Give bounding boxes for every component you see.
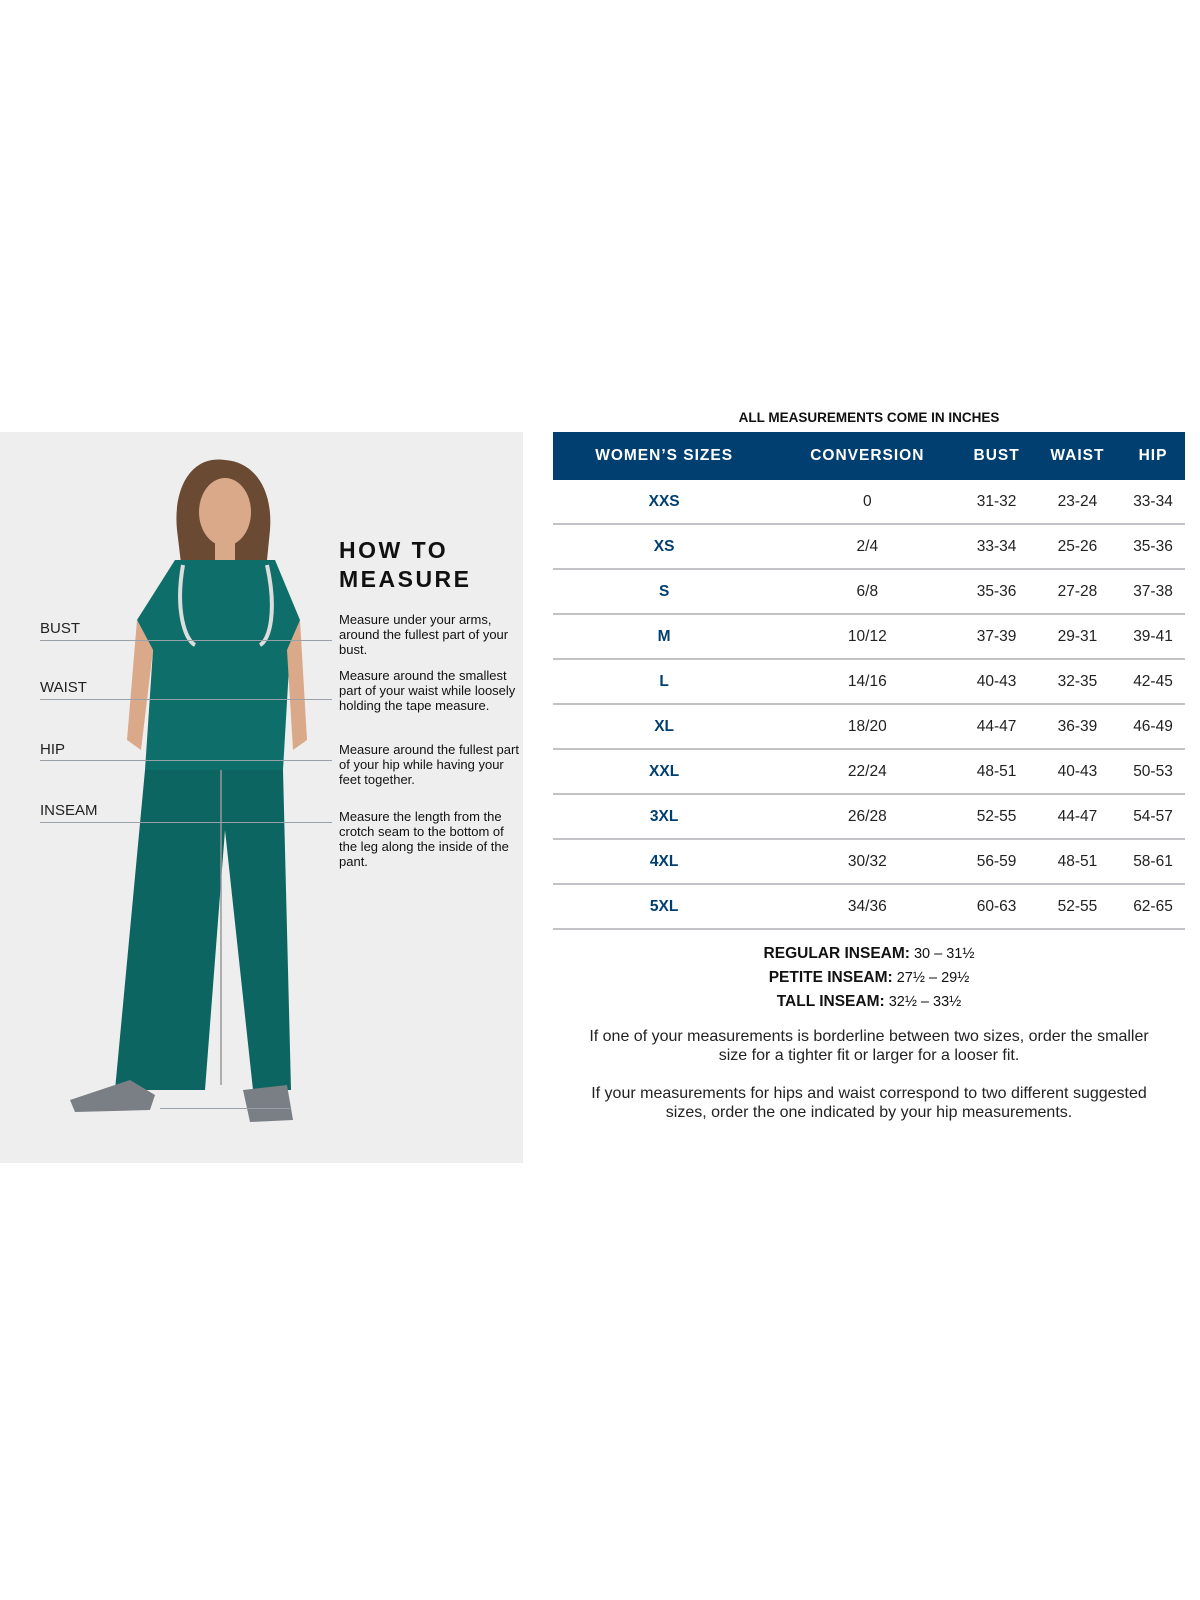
model-in-scrubs-image xyxy=(70,459,307,1122)
bust-line xyxy=(40,640,332,641)
measurement-cell: 2/4 xyxy=(775,524,960,570)
waist-label: WAIST xyxy=(40,679,87,696)
measurement-cell: 42-45 xyxy=(1121,659,1185,705)
inseam-line xyxy=(40,822,332,823)
column-header: HIP xyxy=(1121,432,1185,480)
measurement-cell: 27-28 xyxy=(1033,569,1122,615)
measurement-cell: 18/20 xyxy=(775,704,960,750)
measurement-cell: 54-57 xyxy=(1121,794,1185,840)
heading-line-1: HOW TO xyxy=(339,537,449,563)
table-row: XXL 22/24 48-51 40-43 50-53 xyxy=(553,749,1185,795)
measurement-cell: 29-31 xyxy=(1033,614,1122,660)
measurement-cell: 52-55 xyxy=(1033,884,1122,930)
how-to-measure-heading: HOW TO MEASURE xyxy=(339,536,472,594)
borderline-note: If one of your measurements is borderlin… xyxy=(589,1028,1149,1064)
measurement-cell: 52-55 xyxy=(959,794,1034,840)
measurement-cell: 23-24 xyxy=(1033,480,1122,525)
measurement-cell: 34/36 xyxy=(775,884,960,930)
measurement-cell: 0 xyxy=(775,480,960,525)
size-cell: L xyxy=(553,659,776,705)
inseam-label: PETITE INSEAM: xyxy=(768,969,893,986)
size-cell: 5XL xyxy=(553,884,776,930)
table-row: 3XL 26/28 52-55 44-47 54-57 xyxy=(553,794,1185,840)
size-cell: S xyxy=(553,569,776,615)
inseam-value: 30 – 31½ xyxy=(913,946,975,962)
column-header: WAIST xyxy=(1033,432,1122,480)
hip-description: Measure around the fullest part of your … xyxy=(339,742,519,787)
hip-waist-note: If your measurements for hips and waist … xyxy=(591,1085,1147,1121)
table-row: XL 18/20 44-47 36-39 46-49 xyxy=(553,704,1185,750)
table-header-row: WOMEN’S SIZES CONVERSION BUST WAIST HIP xyxy=(553,432,1185,480)
measurement-cell: 62-65 xyxy=(1121,884,1185,930)
size-cell: XXS xyxy=(553,480,776,525)
measurement-cell: 33-34 xyxy=(1121,480,1185,525)
bust-description: Measure under your arms, around the full… xyxy=(339,612,509,657)
waist-description: Measure around the smallest part of your… xyxy=(339,668,516,713)
measurement-cell: 46-49 xyxy=(1121,704,1185,750)
measurement-cell: 10/12 xyxy=(775,614,960,660)
measurement-cell: 48-51 xyxy=(959,749,1034,795)
bust-label: BUST xyxy=(40,620,81,637)
measurement-cell: 58-61 xyxy=(1121,839,1185,885)
table-row: S 6/8 35-36 27-28 37-38 xyxy=(553,569,1185,615)
heading-line-2: MEASURE xyxy=(339,566,472,592)
measurement-cell: 36-39 xyxy=(1033,704,1122,750)
table-title: ALL MEASUREMENTS COME IN INCHES xyxy=(738,410,1000,425)
measurement-cell: 44-47 xyxy=(959,704,1034,750)
table-row: XXS 0 31-32 23-24 33-34 xyxy=(553,480,1185,525)
measurement-cell: 6/8 xyxy=(775,569,960,615)
regular-inseam: REGULAR INSEAM: 30 – 31½ xyxy=(553,945,1185,963)
waist-line xyxy=(40,699,332,700)
tall-inseam: TALL INSEAM: 32½ – 33½ xyxy=(553,993,1185,1011)
size-cell: XL xyxy=(553,704,776,750)
measurement-cell: 37-38 xyxy=(1121,569,1185,615)
inseam-description: Measure the length from the crotch seam … xyxy=(339,809,509,869)
column-header: WOMEN’S SIZES xyxy=(553,432,776,480)
measurement-cell: 40-43 xyxy=(1033,749,1122,795)
hip-label: HIP xyxy=(40,741,66,758)
measurement-cell: 33-34 xyxy=(959,524,1034,570)
inseam-value: 32½ – 33½ xyxy=(888,994,962,1010)
column-header: BUST xyxy=(959,432,1034,480)
size-cell: M xyxy=(553,614,776,660)
measurement-cell: 56-59 xyxy=(959,839,1034,885)
measurement-cell: 22/24 xyxy=(775,749,960,795)
table-row: 4XL 30/32 56-59 48-51 58-61 xyxy=(553,839,1185,885)
inseam-label: INSEAM xyxy=(40,802,98,819)
table-row: M 10/12 37-39 29-31 39-41 xyxy=(553,614,1185,660)
size-cell: XS xyxy=(553,524,776,570)
measurement-cell: 31-32 xyxy=(959,480,1034,525)
measurement-cell: 50-53 xyxy=(1121,749,1185,795)
size-chart-table: WOMEN’S SIZES CONVERSION BUST WAIST HIP … xyxy=(553,432,1185,930)
measurement-cell: 60-63 xyxy=(959,884,1034,930)
inseam-label: TALL INSEAM: xyxy=(776,993,885,1010)
measurement-cell: 32-35 xyxy=(1033,659,1122,705)
measurement-cell: 35-36 xyxy=(959,569,1034,615)
table-row: 5XL 34/36 60-63 52-55 62-65 xyxy=(553,884,1185,930)
size-cell: 4XL xyxy=(553,839,776,885)
measurement-cell: 44-47 xyxy=(1033,794,1122,840)
measurement-cell: 30/32 xyxy=(775,839,960,885)
measurement-cell: 40-43 xyxy=(959,659,1034,705)
measurement-cell: 14/16 xyxy=(775,659,960,705)
measurement-cell: 35-36 xyxy=(1121,524,1185,570)
inseam-bottom-line xyxy=(160,1108,290,1109)
measurement-cell: 48-51 xyxy=(1033,839,1122,885)
size-cell: XXL xyxy=(553,749,776,795)
measurement-cell: 25-26 xyxy=(1033,524,1122,570)
measurement-cell: 37-39 xyxy=(959,614,1034,660)
table-row: XS 2/4 33-34 25-26 35-36 xyxy=(553,524,1185,570)
table-row: L 14/16 40-43 32-35 42-45 xyxy=(553,659,1185,705)
inseam-value: 27½ – 29½ xyxy=(896,970,970,986)
petite-inseam: PETITE INSEAM: 27½ – 29½ xyxy=(553,969,1185,987)
inseam-label: REGULAR INSEAM: xyxy=(763,945,910,962)
column-header: CONVERSION xyxy=(775,432,960,480)
hip-line xyxy=(40,760,332,761)
measurement-cell: 26/28 xyxy=(775,794,960,840)
measurement-cell: 39-41 xyxy=(1121,614,1185,660)
size-cell: 3XL xyxy=(553,794,776,840)
